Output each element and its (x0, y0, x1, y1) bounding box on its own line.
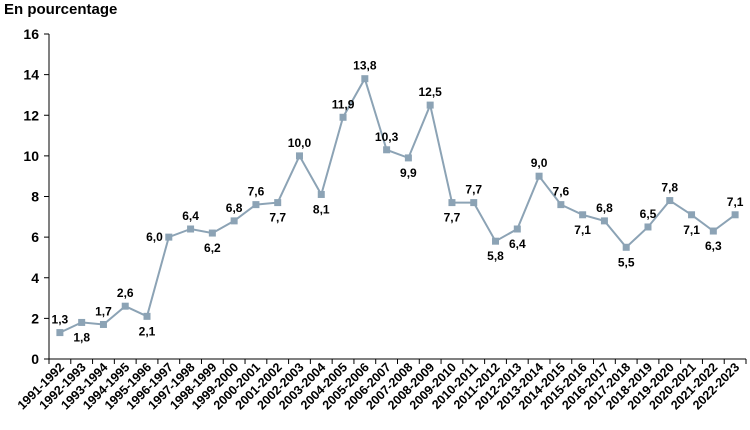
data-point (600, 217, 608, 225)
y-tick-label: 8 (31, 189, 39, 205)
data-label: 7,8 (661, 181, 678, 195)
data-label: 7,7 (444, 211, 461, 225)
data-point (426, 101, 434, 109)
y-tick-label: 0 (31, 351, 39, 367)
data-point (688, 211, 696, 219)
data-point (78, 318, 86, 326)
data-point (666, 197, 674, 205)
data-point (274, 199, 282, 207)
data-label: 2,6 (117, 286, 134, 300)
data-point (208, 229, 216, 237)
data-point (56, 329, 64, 337)
data-label: 7,1 (574, 223, 591, 237)
data-label: 7,6 (248, 185, 265, 199)
data-label: 7,7 (465, 183, 482, 197)
data-point (383, 146, 391, 154)
data-label: 6,5 (640, 207, 657, 221)
data-point (557, 201, 565, 209)
data-point (187, 225, 195, 233)
y-axis-title: En pourcentage (4, 1, 118, 18)
y-tick-label: 6 (31, 229, 39, 245)
data-point (731, 211, 739, 219)
data-label: 7,1 (727, 195, 744, 209)
data-label: 5,5 (618, 255, 635, 269)
data-point (230, 217, 238, 225)
data-point (709, 227, 717, 235)
data-point (644, 223, 652, 231)
data-point (513, 225, 521, 233)
data-point (622, 243, 630, 251)
data-point (404, 154, 412, 162)
data-point (448, 199, 456, 207)
data-label: 1,7 (95, 304, 112, 318)
data-label: 9,9 (400, 166, 417, 180)
series-line (59, 76, 736, 334)
data-point (99, 320, 107, 328)
data-point (361, 75, 369, 83)
data-label: 1,3 (52, 313, 69, 327)
data-label: 6,4 (182, 209, 199, 223)
data-label: 6,2 (204, 241, 221, 255)
data-label: 10,0 (288, 136, 312, 150)
data-point (295, 152, 303, 160)
data-label: 8,1 (313, 202, 330, 216)
y-tick-label: 2 (31, 310, 39, 326)
data-label: 12,5 (418, 85, 442, 99)
data-label: 5,8 (487, 249, 504, 263)
data-label: 10,3 (375, 130, 399, 144)
data-point (579, 211, 587, 219)
y-tick-label: 4 (31, 270, 39, 286)
data-point (470, 199, 478, 207)
data-label: 6,0 (146, 230, 163, 244)
data-point (165, 233, 173, 241)
data-label: 1,8 (73, 330, 90, 344)
data-label: 6,4 (509, 237, 526, 251)
y-tick-label: 16 (23, 26, 39, 42)
data-label: 7,7 (269, 211, 286, 225)
data-point (121, 302, 129, 310)
data-label: 6,3 (705, 239, 722, 253)
data-label: 13,8 (353, 59, 377, 73)
data-label: 2,1 (139, 324, 156, 338)
data-point (252, 201, 260, 209)
data-point (143, 312, 151, 320)
data-label: 7,6 (553, 185, 570, 199)
y-tick-label: 14 (23, 67, 39, 83)
data-label: 9,0 (531, 156, 548, 170)
y-tick-label: 10 (23, 148, 39, 164)
data-label: 6,8 (226, 201, 243, 215)
data-point (535, 172, 543, 180)
data-point (339, 113, 347, 121)
data-label: 7,1 (683, 223, 700, 237)
y-tick-label: 12 (23, 107, 39, 123)
data-label: 6,8 (596, 201, 613, 215)
data-point (317, 190, 325, 198)
data-point (492, 237, 500, 245)
data-label: 11,9 (332, 97, 355, 111)
